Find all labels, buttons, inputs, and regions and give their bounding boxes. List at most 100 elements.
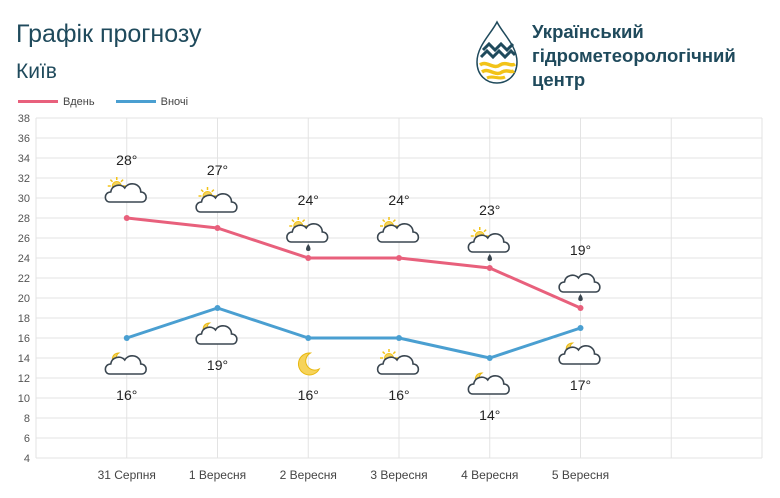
sun-ray <box>382 219 386 223</box>
moon-icon <box>297 352 321 376</box>
org-name-line1: Український <box>532 21 644 42</box>
y-tick-label: 4 <box>24 453 30 465</box>
sun-ray <box>211 189 215 193</box>
sun-cloud-icon <box>376 349 420 375</box>
y-tick-label: 34 <box>18 153 30 165</box>
legend-item-night: Вночі <box>115 95 189 108</box>
sun-ray <box>109 179 114 183</box>
sun-ray <box>392 351 396 355</box>
night-series-line <box>126 306 581 360</box>
night-point <box>214 305 221 311</box>
day-temp-label: 27° <box>207 162 228 178</box>
cloud-shape <box>195 325 238 345</box>
moon-cloud-icon <box>467 372 510 395</box>
sun-cloud-icon <box>195 187 238 213</box>
x-tick-label: 2 Вересня <box>280 468 337 482</box>
day-temp-label: 24° <box>298 192 319 208</box>
cloud-shape <box>558 273 601 293</box>
day-temp-label: 19° <box>570 242 591 258</box>
y-tick-label: 26 <box>18 233 30 245</box>
legend-swatch-night <box>115 100 156 103</box>
legend-swatch-day <box>18 100 58 103</box>
moon-cloud-icon <box>195 322 238 345</box>
night-point <box>123 335 130 341</box>
sun-ray <box>291 219 295 223</box>
sun-ray <box>392 219 396 223</box>
cloud-shape <box>376 355 420 375</box>
y-tick-label: 20 <box>18 293 30 305</box>
night-point <box>577 325 584 331</box>
sun-ray <box>483 229 487 233</box>
x-tick-label: 4 Вересня <box>461 468 518 482</box>
day-point <box>305 255 312 261</box>
y-tick-label: 22 <box>18 273 30 285</box>
cloud-shape <box>286 223 329 243</box>
day-point <box>396 255 402 261</box>
sun-cloud-icon <box>376 217 420 243</box>
y-tick-label: 30 <box>18 193 30 205</box>
cloud-shape <box>467 375 510 395</box>
chart-legend: Вдень Вночі <box>18 94 206 108</box>
moon-cloud-icon <box>558 342 601 365</box>
legend-item-day: Вдень <box>18 96 95 108</box>
cloud-shape <box>467 233 510 253</box>
sun-cloud-icon <box>104 177 147 203</box>
y-tick-label: 8 <box>24 413 30 425</box>
sun-cloud-rain-icon <box>286 217 329 251</box>
cloud-shape <box>195 193 238 213</box>
sun-ray <box>120 179 124 183</box>
night-temp-label: 16° <box>388 387 409 403</box>
rain-drop <box>578 294 583 301</box>
night-point <box>305 335 312 341</box>
day-temp-label: 24° <box>388 192 409 208</box>
y-tick-label: 24 <box>18 253 30 265</box>
cloud-rain-icon <box>558 273 601 301</box>
sun-ray <box>200 189 204 193</box>
night-temp-label: 17° <box>570 377 591 393</box>
city-name: Київ <box>16 60 57 83</box>
y-tick-label: 18 <box>18 313 30 325</box>
y-tick-label: 38 <box>18 113 30 125</box>
org-name-line3: центр <box>532 69 586 90</box>
y-tick-label: 36 <box>18 133 30 145</box>
org-name-line2: гідрометеорологічний <box>532 45 736 66</box>
drop-logo-icon <box>476 20 518 84</box>
x-tick-label: 31 Серпня <box>98 468 156 482</box>
y-tick-label: 28 <box>18 213 30 225</box>
y-tick-label: 6 <box>24 433 30 445</box>
sun-ray <box>382 351 386 355</box>
moon-shape <box>297 352 321 376</box>
cloud-shape <box>376 223 420 243</box>
cloud-shape <box>104 355 147 375</box>
day-point <box>214 225 221 231</box>
rain-drop <box>487 254 492 261</box>
sun-ray <box>472 229 477 233</box>
y-tick-label: 12 <box>18 373 30 385</box>
day-point <box>123 215 130 221</box>
y-tick-label: 10 <box>18 393 30 405</box>
night-temp-label: 19° <box>207 357 228 373</box>
y-tick-label: 16 <box>18 333 30 345</box>
night-point <box>396 335 402 341</box>
y-tick-label: 14 <box>18 353 30 365</box>
day-temp-label: 28° <box>116 152 137 168</box>
cloud-shape <box>104 183 147 203</box>
day-point <box>577 305 584 311</box>
night-point <box>486 355 493 361</box>
x-tick-label: 3 Вересня <box>370 468 427 482</box>
night-temp-label: 16° <box>298 387 319 403</box>
page-title: Графік прогнозу <box>16 20 202 48</box>
sun-ray <box>301 219 306 223</box>
x-tick-label: 5 Вересня <box>552 468 609 482</box>
legend-label-day: Вдень <box>63 95 95 108</box>
cloud-shape <box>558 345 601 365</box>
night-temp-label: 16° <box>116 387 137 403</box>
night-temp-label: 14° <box>479 407 500 423</box>
legend-label-night: Вночі <box>160 95 189 108</box>
moon-cloud-icon <box>104 352 147 375</box>
sun-cloud-rain-icon <box>467 227 510 261</box>
day-series-line <box>126 216 582 310</box>
y-tick-label: 32 <box>18 173 30 185</box>
day-temp-label: 23° <box>479 202 500 218</box>
